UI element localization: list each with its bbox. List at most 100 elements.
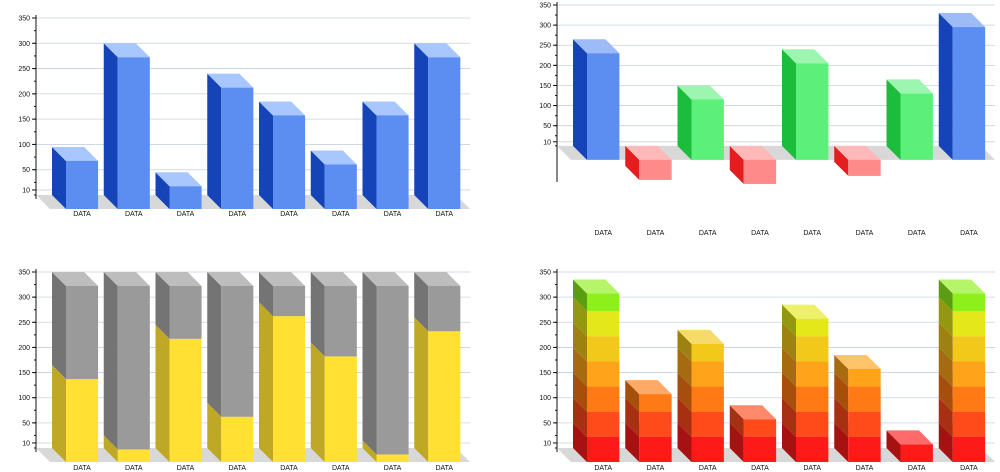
bar-side	[103, 43, 118, 210]
bar-side	[938, 13, 953, 160]
bar-segment	[900, 444, 933, 462]
bar-segment	[743, 419, 777, 437]
bar-segment-side	[573, 397, 587, 437]
x-tick-label: DATA	[960, 230, 978, 237]
bar-side	[677, 85, 692, 160]
y-tick-label: 200	[539, 63, 551, 70]
bar-segment-side	[729, 405, 744, 437]
bar-segment-side	[938, 372, 953, 412]
y-tick-label: 150	[18, 370, 30, 377]
bar-segment-side	[834, 372, 849, 412]
bar	[221, 87, 254, 209]
bar	[169, 186, 202, 209]
bar	[376, 115, 409, 209]
bar-segment	[639, 394, 672, 412]
bar-segment	[691, 411, 724, 437]
bar-segment-side	[573, 297, 587, 337]
bar-segment-top	[207, 272, 254, 286]
bar-segment-side	[782, 372, 796, 412]
y-tick-label: 50	[22, 420, 30, 427]
bar-top	[677, 85, 724, 100]
x-tick-label: DATA	[228, 211, 246, 218]
y-tick-label: 350	[539, 3, 551, 10]
bar-top	[259, 101, 306, 116]
bar-segment	[743, 436, 777, 462]
bar-segment	[117, 286, 150, 450]
bar-segment	[848, 386, 881, 412]
bar	[117, 57, 150, 210]
x-tick-label: DATA	[751, 230, 769, 237]
bar-side	[782, 49, 796, 160]
bar-segment	[796, 386, 829, 412]
bar-segment-side	[310, 342, 325, 462]
bar-segment	[796, 336, 829, 362]
bar-segment-top	[259, 272, 306, 286]
bar-segment-side	[625, 380, 640, 412]
bar	[273, 115, 306, 209]
y-tick-label: 300	[18, 41, 30, 48]
bar-segment	[221, 416, 254, 462]
x-tick-label: DATA	[908, 465, 926, 472]
x-tick-label: DATA	[856, 465, 874, 472]
x-tick-label: DATA	[384, 465, 402, 472]
bar-segment-side	[573, 279, 587, 312]
x-tick-label: DATA	[228, 465, 246, 472]
bar-segment	[117, 449, 150, 462]
bar-top	[729, 145, 777, 160]
bar	[796, 63, 829, 160]
bar-segment-side	[362, 440, 377, 462]
bar-segment-side	[938, 422, 953, 462]
bar-side	[834, 145, 849, 176]
bar-top	[625, 145, 672, 160]
bar-segment	[66, 379, 99, 462]
chart-1: 10 50 100 150 200 250 300 350 DATA DATA DATA DATA DA…	[18, 15, 470, 218]
y-tick-label: 50	[543, 420, 551, 427]
bar-side	[362, 101, 377, 209]
bar-segment-top	[677, 329, 724, 344]
bar-segment-side	[938, 397, 953, 437]
bar-segment-side	[52, 272, 66, 380]
y-tick-label: 50	[22, 167, 30, 174]
bar-segment-side	[834, 397, 849, 437]
x-tick-label: DATA	[73, 465, 91, 472]
bar-segment	[639, 436, 672, 462]
bar-side	[207, 73, 222, 209]
y-tick-label: 300	[539, 295, 551, 302]
x-tick-label: DATA	[803, 230, 821, 237]
bar-segment-side	[938, 347, 953, 387]
bar-segment	[691, 343, 724, 362]
x-tick-label: DATA	[699, 230, 717, 237]
bar-segment-side	[938, 279, 953, 312]
y-tick-label: 300	[18, 295, 30, 302]
x-tick-label: DATA	[751, 465, 769, 472]
bar-side	[414, 43, 429, 210]
bar-segment-top	[362, 272, 409, 286]
bar-segment-side	[155, 324, 170, 462]
bar-segment-side	[259, 272, 273, 317]
y-tick-label: 200	[18, 345, 30, 352]
bar-segment-side	[677, 372, 692, 412]
bar-segment-top	[782, 304, 829, 319]
bar-segment-side	[677, 397, 692, 437]
x-tick-label: DATA	[647, 230, 665, 237]
x-tick-label: DATA	[280, 465, 298, 472]
bar-segment-side	[782, 322, 796, 362]
y-tick-label: 350	[539, 270, 551, 277]
y-tick-label: 350	[18, 16, 30, 23]
x-tick-label: DATA	[647, 465, 665, 472]
bar-segment-side	[834, 354, 849, 387]
bar-side	[886, 79, 901, 160]
bar	[639, 159, 672, 180]
y-tick-label: 200	[539, 345, 551, 352]
bar-segment	[952, 336, 986, 362]
bar-segment-side	[573, 322, 587, 362]
bar-segment	[796, 411, 829, 437]
bar-segment	[587, 293, 620, 312]
x-tick-label: DATA	[280, 211, 298, 218]
bar-segment-side	[103, 435, 118, 462]
x-tick-label: DATA	[803, 465, 821, 472]
bar-segment-top	[886, 430, 933, 445]
bar-segment	[273, 316, 306, 462]
bar	[952, 27, 986, 160]
chart-4: 10 50 100 150 200 250 300 350 DATA DATA DATA DATA DA…	[539, 269, 995, 472]
